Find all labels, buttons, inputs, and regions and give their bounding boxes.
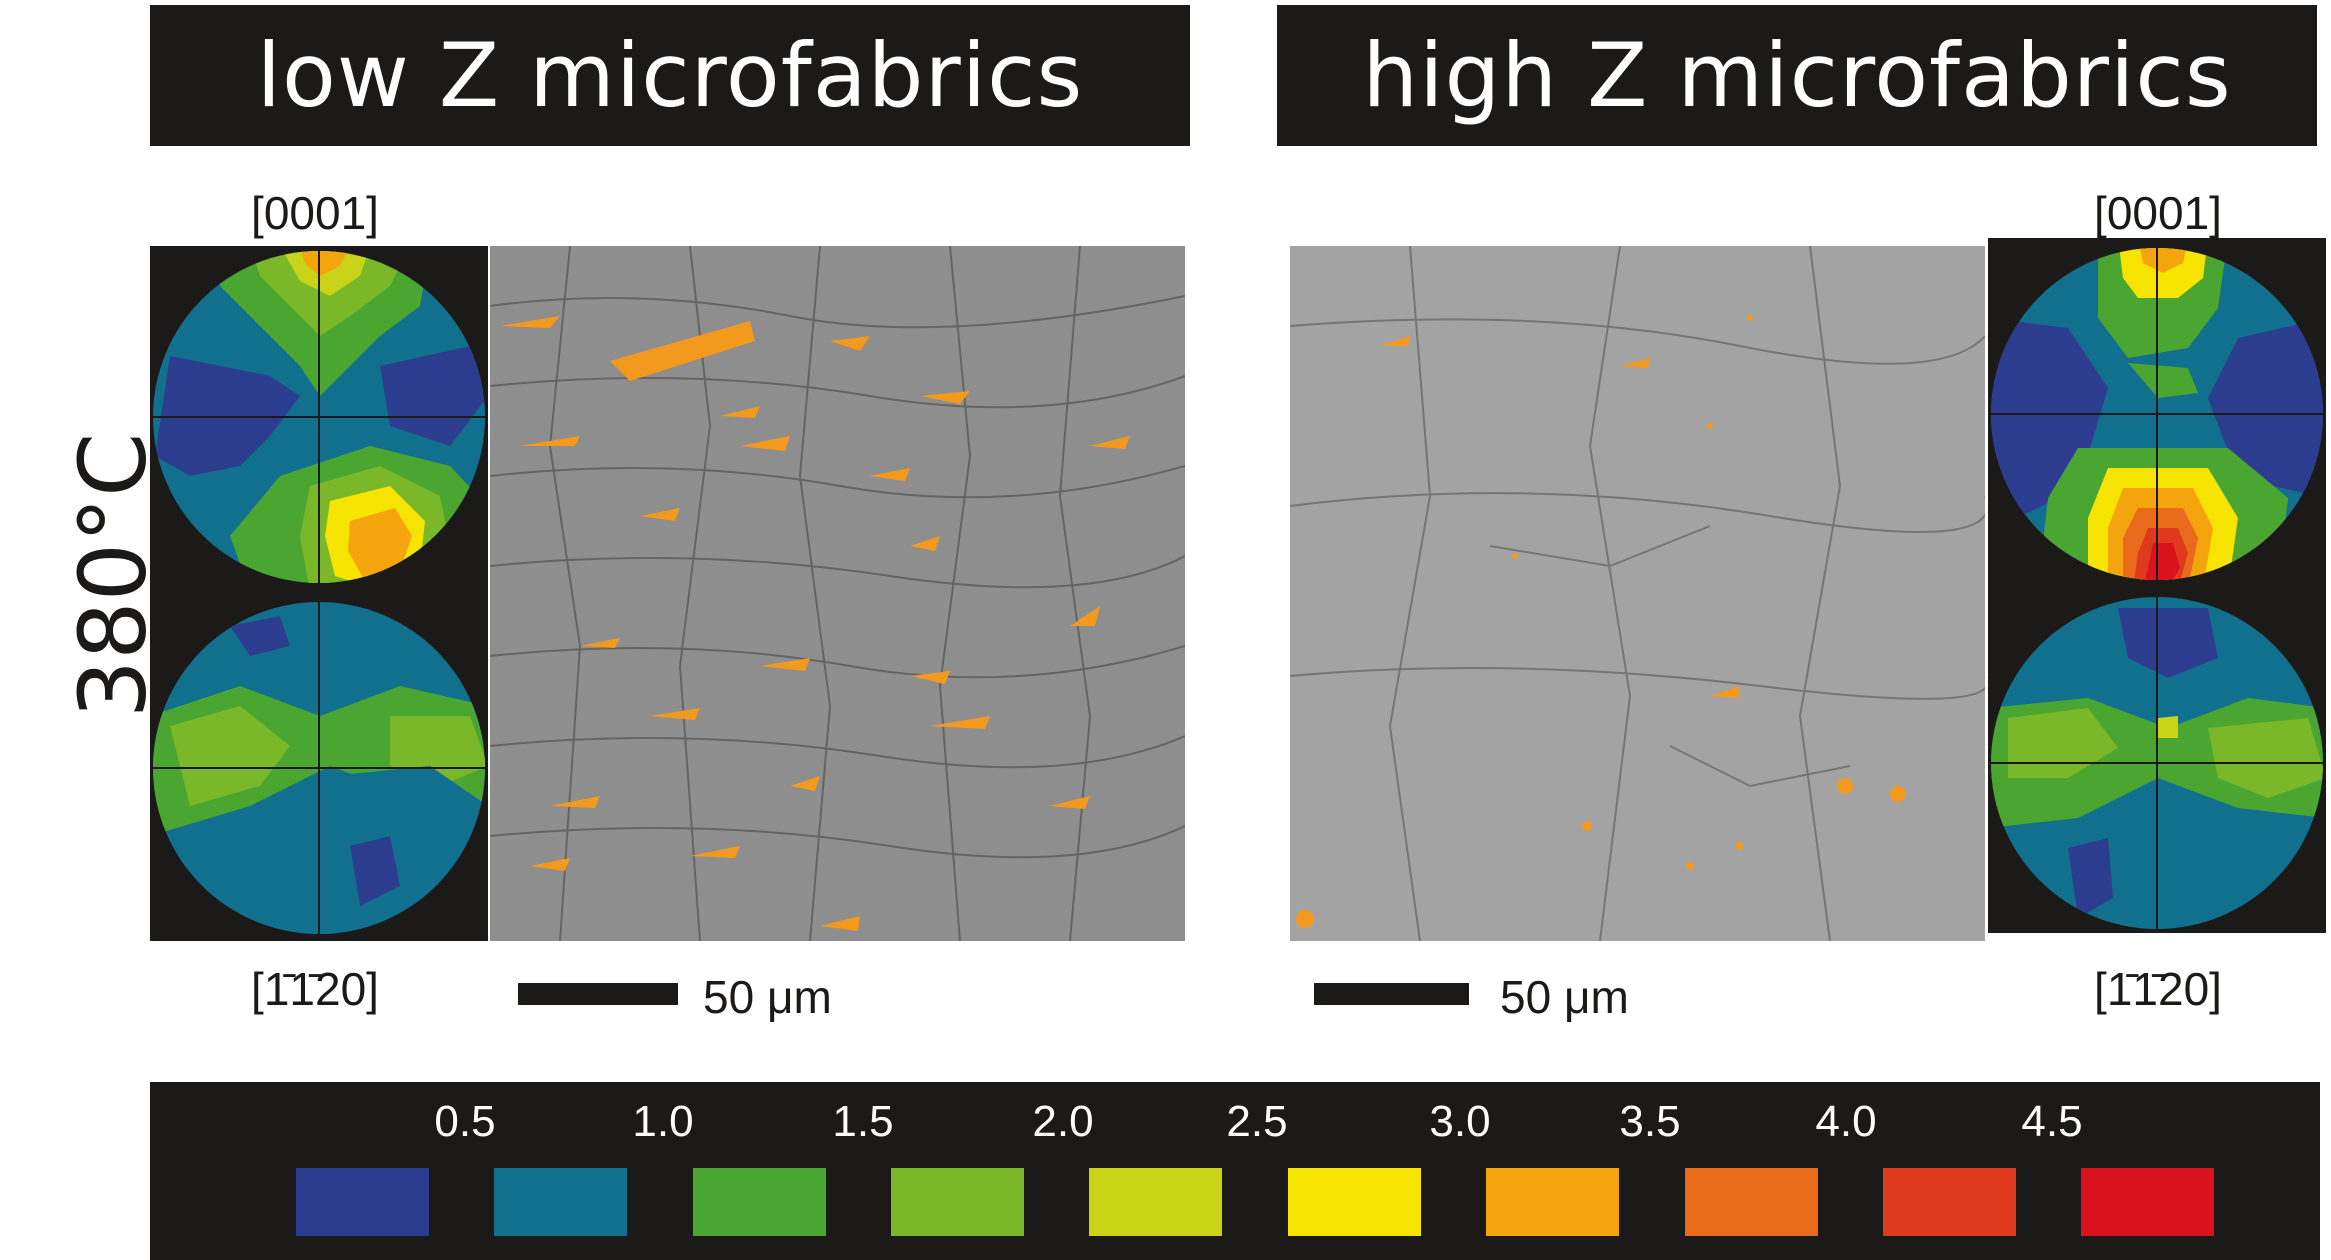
legend-swatch <box>2081 1168 2214 1236</box>
legend-swatch <box>494 1168 627 1236</box>
legend-swatch <box>891 1168 1024 1236</box>
legend-swatch <box>1288 1168 1421 1236</box>
legend-tick: 4.5 <box>2021 1097 2083 1146</box>
legend-swatch <box>296 1168 429 1236</box>
left-pole-bottom-label: [1̄1̄20] <box>251 963 379 1015</box>
right-scale-bar <box>1314 983 1469 1005</box>
left-pole-top-label: [0001] <box>251 187 379 239</box>
left-pf-0001 <box>153 251 485 583</box>
right-pf-0001 <box>1991 248 2323 580</box>
legend-swatch <box>1685 1168 1818 1236</box>
right-pf-11-20 <box>1991 597 2323 929</box>
legend-tick: 4.0 <box>1815 1097 1877 1146</box>
left-scale-bar <box>518 983 678 1005</box>
right-micrograph <box>1290 246 1985 941</box>
right-pole-bottom-label: [1̄1̄20] <box>2094 963 2222 1015</box>
legend-swatch <box>1883 1168 2016 1236</box>
legend-tick: 1.0 <box>632 1097 694 1146</box>
legend-tick: 1.5 <box>832 1097 894 1146</box>
header-low-z: low Z microfabrics <box>150 5 1190 146</box>
left-scale-label: 50 μm <box>703 971 832 1023</box>
legend-swatch <box>1089 1168 1222 1236</box>
legend-tick: 3.0 <box>1429 1097 1491 1146</box>
right-pole-figures <box>1988 238 2326 933</box>
legend-swatch <box>1486 1168 1619 1236</box>
legend-tick: 2.0 <box>1032 1097 1094 1146</box>
legend-tick: 2.5 <box>1226 1097 1288 1146</box>
left-pf-11-20 <box>153 602 485 934</box>
left-pole-figures <box>150 246 488 941</box>
legend-swatch <box>693 1168 826 1236</box>
legend-tick: 3.5 <box>1619 1097 1681 1146</box>
left-micrograph <box>490 246 1185 941</box>
header-high-z: high Z microfabrics <box>1277 5 2317 146</box>
right-pole-top-label: [0001] <box>2094 187 2222 239</box>
right-scale-label: 50 μm <box>1500 971 1629 1023</box>
color-legend: 0.5 1.0 1.5 2.0 2.5 3.0 3.5 4.0 4.5 <box>150 1082 2320 1260</box>
legend-tick: 0.5 <box>434 1097 496 1146</box>
